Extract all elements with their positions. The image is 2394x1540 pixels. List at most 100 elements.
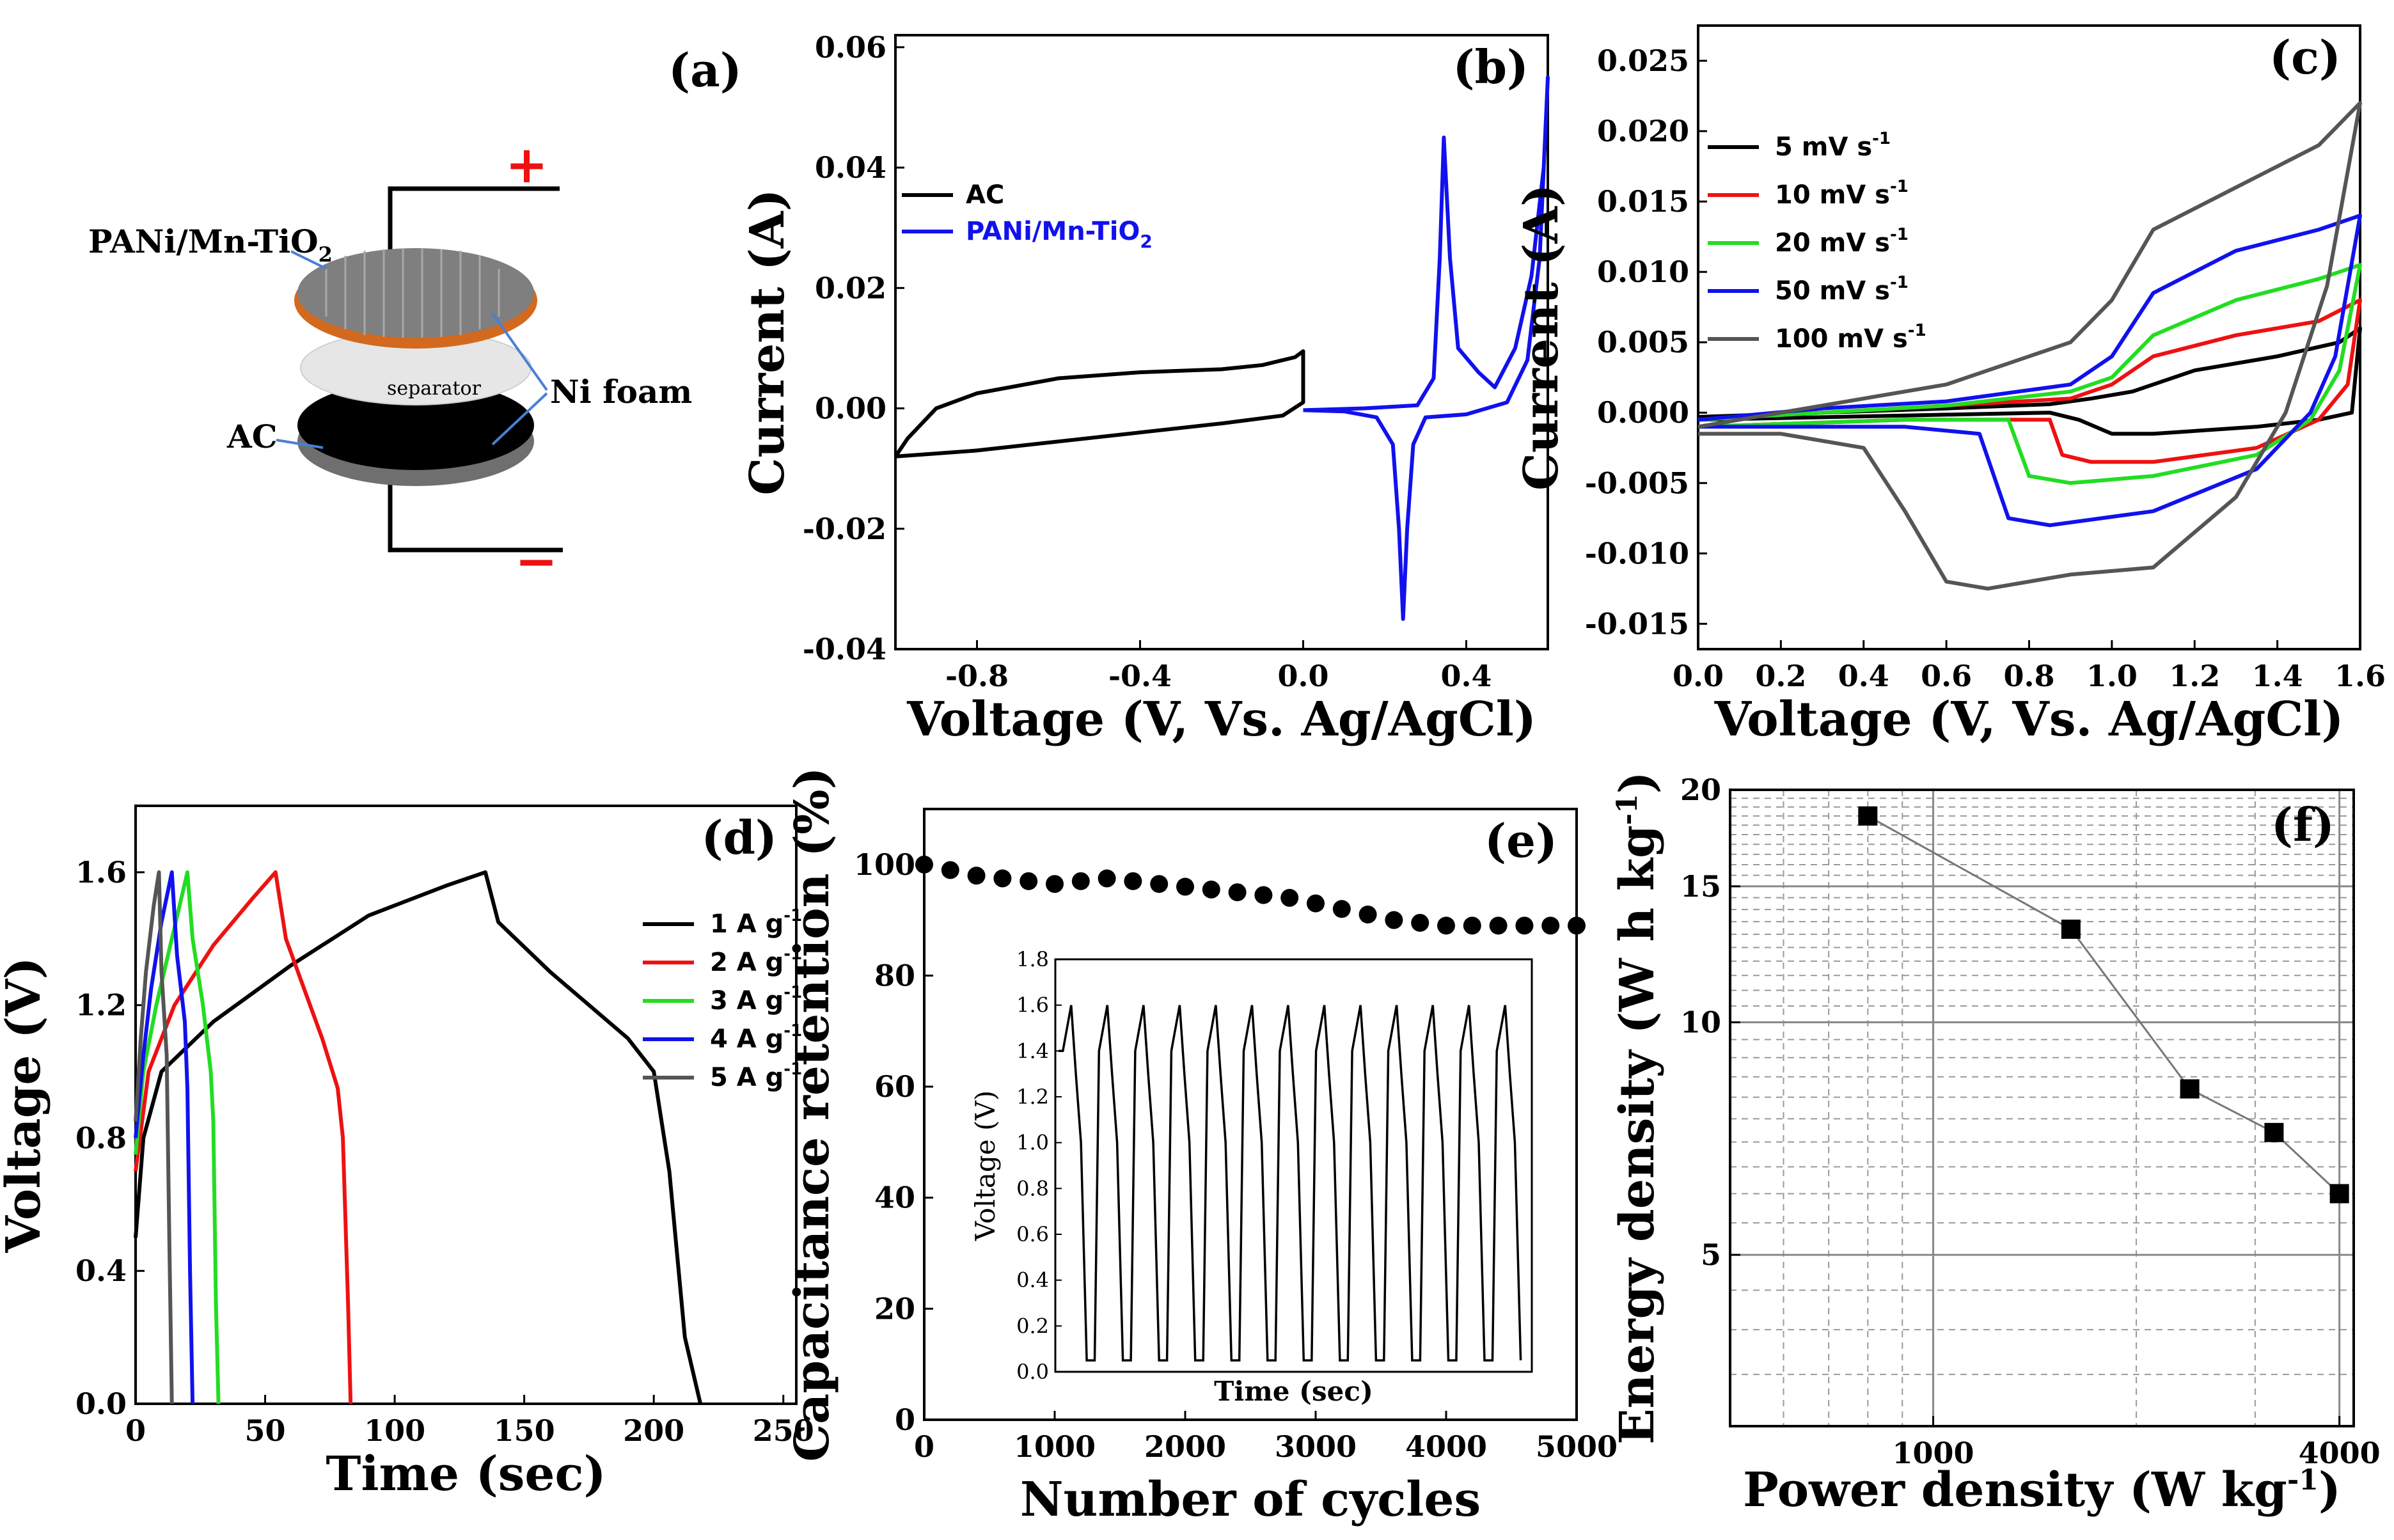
- series-line-5-mv-s-1: [1697, 326, 2362, 436]
- y-tick-label: 0.020: [1597, 114, 1689, 148]
- series-line-2-a-g-1: [134, 870, 353, 1404]
- legend-text-part: 5 A g: [710, 1063, 784, 1092]
- y-tick-label: 20: [874, 1291, 915, 1326]
- x-tick-label: -0.4: [1108, 659, 1172, 693]
- legend-superscript: -1: [784, 906, 802, 925]
- inset-series-line: [1059, 1005, 1522, 1362]
- legend-text-part: 1 A g: [710, 909, 784, 939]
- retention-point: [1176, 877, 1194, 896]
- legend-text-part: 2 A g: [710, 948, 784, 977]
- x-tick-label: 2000: [1144, 1429, 1226, 1464]
- y-axis-title: Current (A): [1514, 184, 1569, 491]
- retention-point: [1124, 872, 1142, 890]
- legend-subscript: 2: [1140, 231, 1152, 252]
- retention-point: [1437, 916, 1455, 935]
- x-axis-title: Voltage (V, Vs. Ag/AgCl): [1714, 692, 2344, 747]
- inset-y-tick-label: 1.0: [1016, 1131, 1049, 1155]
- legend-text-part: 10 mV s: [1775, 180, 1890, 210]
- legend-superscript: -1: [1890, 225, 1909, 244]
- retention-point: [1541, 916, 1560, 935]
- legend-label: 3 A g-1: [710, 983, 802, 1016]
- x-tick-label: 4000: [1405, 1429, 1487, 1464]
- axis-title-part: Power density (W kg: [1743, 1463, 2287, 1518]
- x-axis-title: Time (sec): [326, 1447, 606, 1502]
- ac-disk: [297, 381, 534, 470]
- retention-point: [1254, 886, 1273, 904]
- y-tick-label: -0.015: [1585, 606, 1689, 641]
- x-tick-label: 100: [364, 1413, 425, 1448]
- retention-point: [993, 869, 1012, 888]
- legend-superscript: -1: [1872, 129, 1891, 148]
- y-tick-label: 0.00: [815, 391, 886, 426]
- y-tick-label: 0.06: [815, 30, 886, 65]
- x-tick-label: 4000: [2299, 1436, 2381, 1470]
- x-tick-label: 0.8: [2003, 659, 2054, 693]
- retention-point: [1020, 872, 1038, 890]
- legend-label: 100 mV s-1: [1775, 321, 1926, 354]
- legend-superscript: -1: [784, 1060, 802, 1079]
- panel-a-schematic: (a) + − separator PANi/Mn-TiO2 Ni foam A…: [88, 43, 742, 591]
- legend-superscript: -1: [1890, 177, 1909, 196]
- retention-point: [1202, 880, 1220, 899]
- x-tick-label: 50: [245, 1413, 286, 1448]
- pani-label: PANi/Mn-TiO2: [88, 223, 333, 267]
- legend-label: 5 mV s-1: [1775, 129, 1891, 162]
- plot-frame: [1729, 789, 2355, 1427]
- legend-label: 4 A g-1: [710, 1021, 802, 1054]
- minus-sign: −: [515, 531, 558, 591]
- retention-point: [1515, 916, 1534, 935]
- x-tick-label: 5000: [1536, 1429, 1618, 1464]
- ni-foam-pointer-top: [491, 312, 548, 391]
- retention-point: [1385, 911, 1403, 929]
- x-tick-label: 1.2: [2169, 659, 2220, 693]
- x-tick-label: 0.0: [1277, 659, 1328, 693]
- series-line-10-mv-s-1: [1697, 298, 2362, 464]
- x-tick-label: 1.6: [2335, 659, 2386, 693]
- separator-label: separator: [387, 377, 482, 400]
- series-line-5-a-g-1: [134, 870, 174, 1404]
- series-line-100-mv-s-1: [1697, 101, 2362, 591]
- retention-point: [1071, 872, 1090, 890]
- legend-label: 50 mV s-1: [1775, 273, 1909, 306]
- x-tick-label: 150: [494, 1413, 555, 1448]
- legend-text-part: 3 A g: [710, 986, 784, 1016]
- y-tick-label: 0.0: [75, 1387, 127, 1421]
- x-tick-label: 0.0: [1673, 659, 1724, 693]
- x-tick-label: 1000: [1014, 1429, 1096, 1464]
- y-axis-title: Capacitance retention (%): [785, 767, 840, 1461]
- inset-chart: 0.0 0.2 0.4 0.6 0.8 1.0 1.2 1.4 1.6 1.8 Time (sec)…: [970, 947, 1533, 1407]
- inset-y-tick-label: 1.2: [1016, 1085, 1049, 1109]
- x-tick-label: 0: [125, 1413, 146, 1448]
- y-tick-label: 40: [874, 1181, 915, 1215]
- panel-e-chart: 0 1000 2000 3000 4000 5000 0 20 40 60 80 100 Number …: [785, 767, 1618, 1527]
- panel-d-chart: 0 50 100 150 200 250 0.0 0.4 0.8 1.2 1.6 Time (sec)…: [0, 805, 814, 1502]
- panel-label: (c): [2269, 30, 2341, 84]
- y-tick-label: 0.005: [1597, 325, 1689, 359]
- series-line-20-mv-s-1: [1697, 263, 2362, 485]
- x-axis-title: Voltage (V, Vs. Ag/AgCl): [906, 692, 1536, 747]
- inset-y-axis-title: Voltage (V): [970, 1090, 1001, 1241]
- inset-y-tick-label: 1.4: [1016, 1039, 1049, 1063]
- retention-point: [1280, 888, 1299, 907]
- legend-label: 2 A g-1: [710, 945, 802, 977]
- pani-pointer: [290, 250, 327, 270]
- legend-text-part: PANi/Mn-TiO: [966, 217, 1140, 246]
- inset-y-tick-label: 0.8: [1016, 1176, 1049, 1200]
- retention-point: [1358, 905, 1377, 923]
- x-tick-label: 1000: [1893, 1436, 1974, 1470]
- series-line-4-a-g-1: [134, 870, 195, 1404]
- inset-y-tick-label: 1.8: [1016, 947, 1049, 971]
- panel-label: (f): [2271, 798, 2335, 852]
- axis-title-superscript: -1: [2287, 1464, 2319, 1497]
- y-tick-label: 80: [874, 958, 915, 993]
- axis-title-part: ): [1610, 771, 1665, 794]
- x-tick-label: 0.6: [1921, 659, 1972, 693]
- x-tick-label: 0.2: [1755, 659, 1806, 693]
- ac-label: AC: [226, 418, 278, 455]
- inset-y-tick-label: 0.0: [1016, 1360, 1049, 1384]
- y-tick-label: 0.010: [1597, 255, 1689, 289]
- x-tick-label: 1.0: [2086, 659, 2138, 693]
- x-tick-label: 0.4: [1440, 659, 1492, 693]
